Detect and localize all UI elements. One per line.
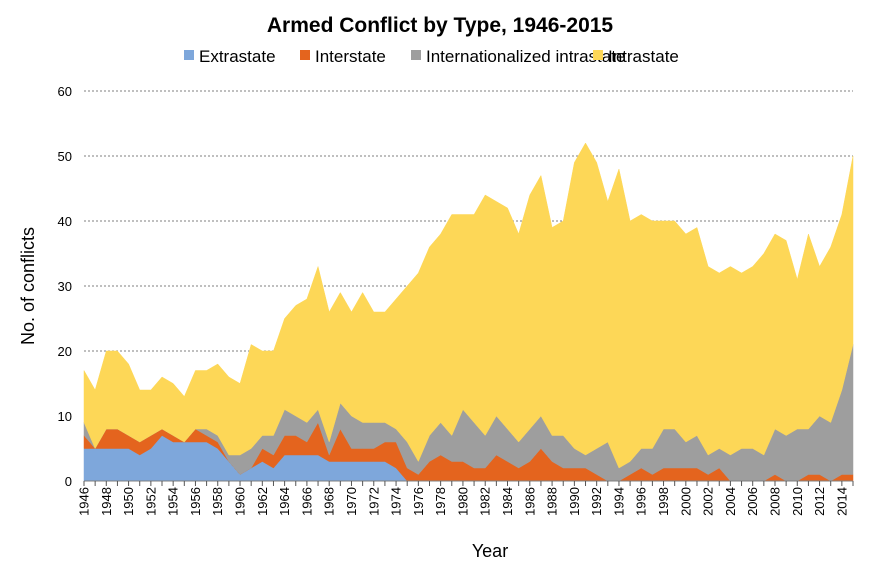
legend-label: Internationalized intrastate (426, 47, 625, 66)
y-tick-label: 10 (58, 409, 72, 424)
x-axis: 1946 1948 1950 1952 1954 1956 1958 1960 1962 1964… (77, 480, 854, 516)
x-tick-label: 2008 (767, 487, 782, 516)
x-tick-label: 1990 (567, 487, 582, 516)
legend-swatch (300, 50, 310, 60)
x-tick-label: 1996 (634, 487, 649, 516)
legend-swatch (593, 50, 603, 60)
x-tick-label: 1950 (121, 487, 136, 516)
x-tick-label: 2000 (678, 487, 693, 516)
x-tick-label: 2004 (723, 487, 738, 516)
x-tick-label: 1986 (522, 487, 537, 516)
legend-label: Interstate (315, 47, 386, 66)
x-tick-label: 2006 (745, 487, 760, 516)
y-axis-title: No. of conflicts (18, 227, 38, 345)
x-tick-label: 1954 (166, 487, 181, 516)
x-tick-label: 1976 (411, 487, 426, 516)
y-tick-label: 50 (58, 149, 72, 164)
x-tick-label: 2010 (790, 487, 805, 516)
y-tick-label: 60 (58, 84, 72, 99)
legend-swatch (411, 50, 421, 60)
area-intrastate (83, 142, 854, 469)
y-tick-label: 30 (58, 279, 72, 294)
y-tick-label: 0 (65, 474, 72, 489)
x-tick-label: 2012 (812, 487, 827, 516)
legend-label: Intrastate (608, 47, 679, 66)
x-tick-label: 1974 (389, 487, 404, 516)
x-tick-label: 1988 (545, 487, 560, 516)
x-tick-label: 1964 (277, 487, 292, 516)
x-tick-label: 1998 (656, 487, 671, 516)
y-tick-label: 40 (58, 214, 72, 229)
chart-title: Armed Conflict by Type, 1946-2015 (267, 14, 614, 37)
x-tick-label: 1984 (500, 487, 515, 516)
legend-label: Extrastate (199, 47, 276, 66)
x-tick-label: 1978 (433, 487, 448, 516)
x-tick-label: 1972 (366, 487, 381, 516)
x-tick-label: 1958 (210, 487, 225, 516)
x-tick-label: 1966 (299, 487, 314, 516)
x-tick-label: 1960 (233, 487, 248, 516)
legend-item-interstate: Interstate (300, 47, 386, 66)
x-tick-label: 2002 (701, 487, 716, 516)
x-tick-label: 1946 (77, 487, 92, 516)
y-axis-ticks: 0 10 20 30 40 50 60 (58, 84, 72, 489)
legend-swatch (184, 50, 194, 60)
x-tick-label: 1956 (188, 487, 203, 516)
x-tick-label: 1970 (344, 487, 359, 516)
legend-item-internationalized-intrastate: Internationalized intrastate (411, 47, 625, 66)
x-tick-label: 1994 (611, 487, 626, 516)
y-tick-label: 20 (58, 344, 72, 359)
x-tick-label: 1968 (322, 487, 337, 516)
legend-item-extrastate: Extrastate (184, 47, 276, 66)
x-tick-label: 1980 (455, 487, 470, 516)
x-tick-label: 1982 (478, 487, 493, 516)
x-axis-title: Year (472, 541, 508, 561)
stacked-areas (83, 142, 854, 482)
x-tick-label: 1952 (143, 487, 158, 516)
legend-item-intrastate: Intrastate (593, 47, 679, 66)
x-tick-label: 2014 (834, 487, 849, 516)
x-tick-label: 1992 (589, 487, 604, 516)
legend: Extrastate Interstate Internationalized in… (184, 47, 679, 66)
x-tick-label: 1962 (255, 487, 270, 516)
x-tick-label: 1948 (99, 487, 114, 516)
